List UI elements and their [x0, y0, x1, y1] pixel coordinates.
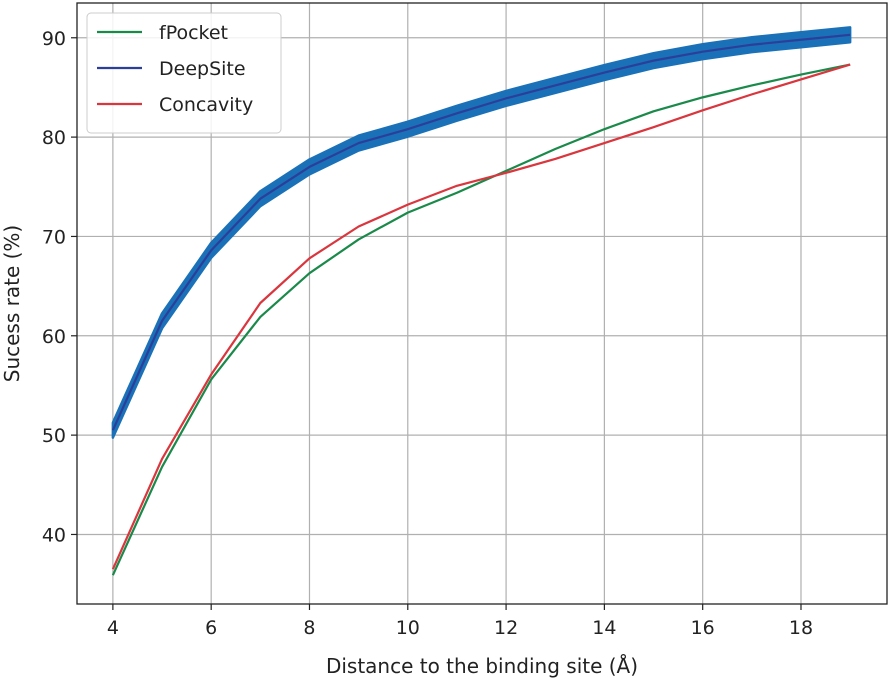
- x-tick-label: 4: [107, 617, 119, 639]
- legend-items: fPocket DeepSite Concavity: [97, 22, 253, 116]
- y-tick-label: 40: [42, 524, 66, 546]
- x-tick-label: 6: [205, 617, 217, 639]
- x-axis-label: Distance to the binding site (Å): [326, 654, 638, 678]
- x-tick-label: 16: [691, 617, 715, 639]
- legend-label-deepsite: DeepSite: [159, 58, 246, 80]
- x-tick-label: 8: [303, 617, 315, 639]
- x-tick-label: 12: [494, 617, 518, 639]
- fpocket-line: [111, 63, 851, 576]
- y-tick-label: 60: [42, 326, 66, 348]
- deepsite-line: [111, 33, 851, 431]
- x-tick-label: 10: [396, 617, 420, 639]
- confidence-bands: [111, 26, 852, 439]
- legend: fPocket DeepSite Concavity: [86, 12, 282, 134]
- x-tick-label: 14: [592, 617, 616, 639]
- series-lines: [111, 33, 851, 576]
- y-tick-label: 70: [42, 226, 66, 248]
- y-tick-label: 80: [42, 127, 66, 149]
- concavity-line: [111, 63, 851, 570]
- x-tick-label: 18: [789, 617, 813, 639]
- y-axis-label: Sucess rate (%): [0, 225, 24, 382]
- deepsite-band: [111, 26, 852, 439]
- plot-frame: [76, 2, 888, 605]
- legend-label-concavity: Concavity: [159, 94, 253, 116]
- y-tick-label: 90: [42, 28, 66, 50]
- axis-ticks: 4 6 8 10 12 14 16 18 40 50 60 70 80 90: [42, 28, 813, 639]
- y-tick-label: 50: [42, 425, 66, 447]
- legend-label-fpocket: fPocket: [159, 22, 228, 44]
